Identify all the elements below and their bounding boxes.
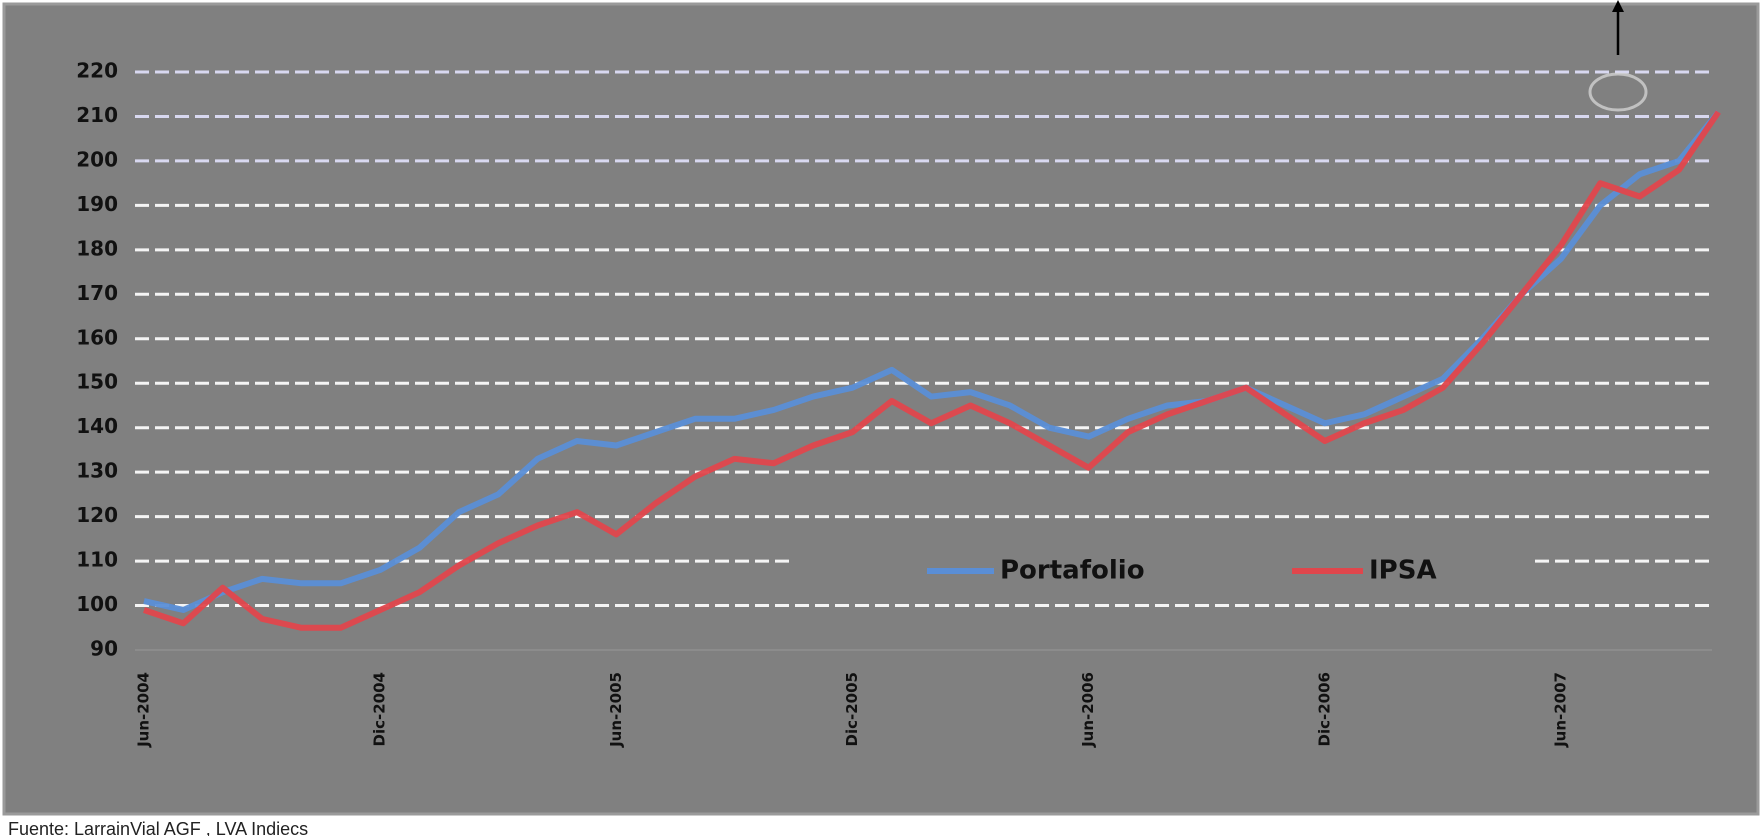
y-tick-label: 100 [76, 592, 118, 616]
legend-background [790, 545, 1530, 600]
x-tick-label: Jun-2007 [1551, 672, 1569, 748]
y-tick-label: 150 [76, 370, 118, 394]
y-tick-label: 130 [76, 459, 118, 483]
y-tick-label: 110 [76, 548, 118, 572]
x-tick-label: Jun-2004 [135, 672, 153, 748]
y-tick-label: 210 [76, 103, 118, 127]
y-tick-label: 120 [76, 503, 118, 527]
legend-label: Portafolio [1000, 556, 1145, 586]
source-note: Fuente: LarrainVial AGF , LVA Indiecs [8, 819, 308, 836]
y-tick-label: 170 [76, 281, 118, 305]
legend: Portafolio IPSA [927, 556, 1437, 586]
arrow-head [1612, 0, 1624, 12]
legend-label: IPSA [1369, 556, 1437, 586]
y-tick-label: 220 [76, 59, 118, 83]
x-tick-label: Dic-2006 [1315, 672, 1333, 746]
series-line [143, 110, 1721, 613]
plot [143, 110, 1721, 631]
y-tick-label: 90 [90, 637, 118, 661]
x-tick-label: Jun-2006 [1079, 672, 1097, 748]
x-tick-label: Dic-2004 [371, 672, 389, 746]
y-tick-label: 190 [76, 192, 118, 216]
y-tick-label: 140 [76, 414, 118, 438]
y-tick-label: 160 [76, 325, 118, 349]
y-tick-label: 200 [76, 147, 118, 171]
x-tick-label: Jun-2005 [607, 672, 625, 748]
highlight-oval [1588, 72, 1648, 112]
x-tick-label: Dic-2005 [843, 672, 861, 746]
series-line [143, 110, 1721, 631]
y-tick-label: 180 [76, 236, 118, 260]
